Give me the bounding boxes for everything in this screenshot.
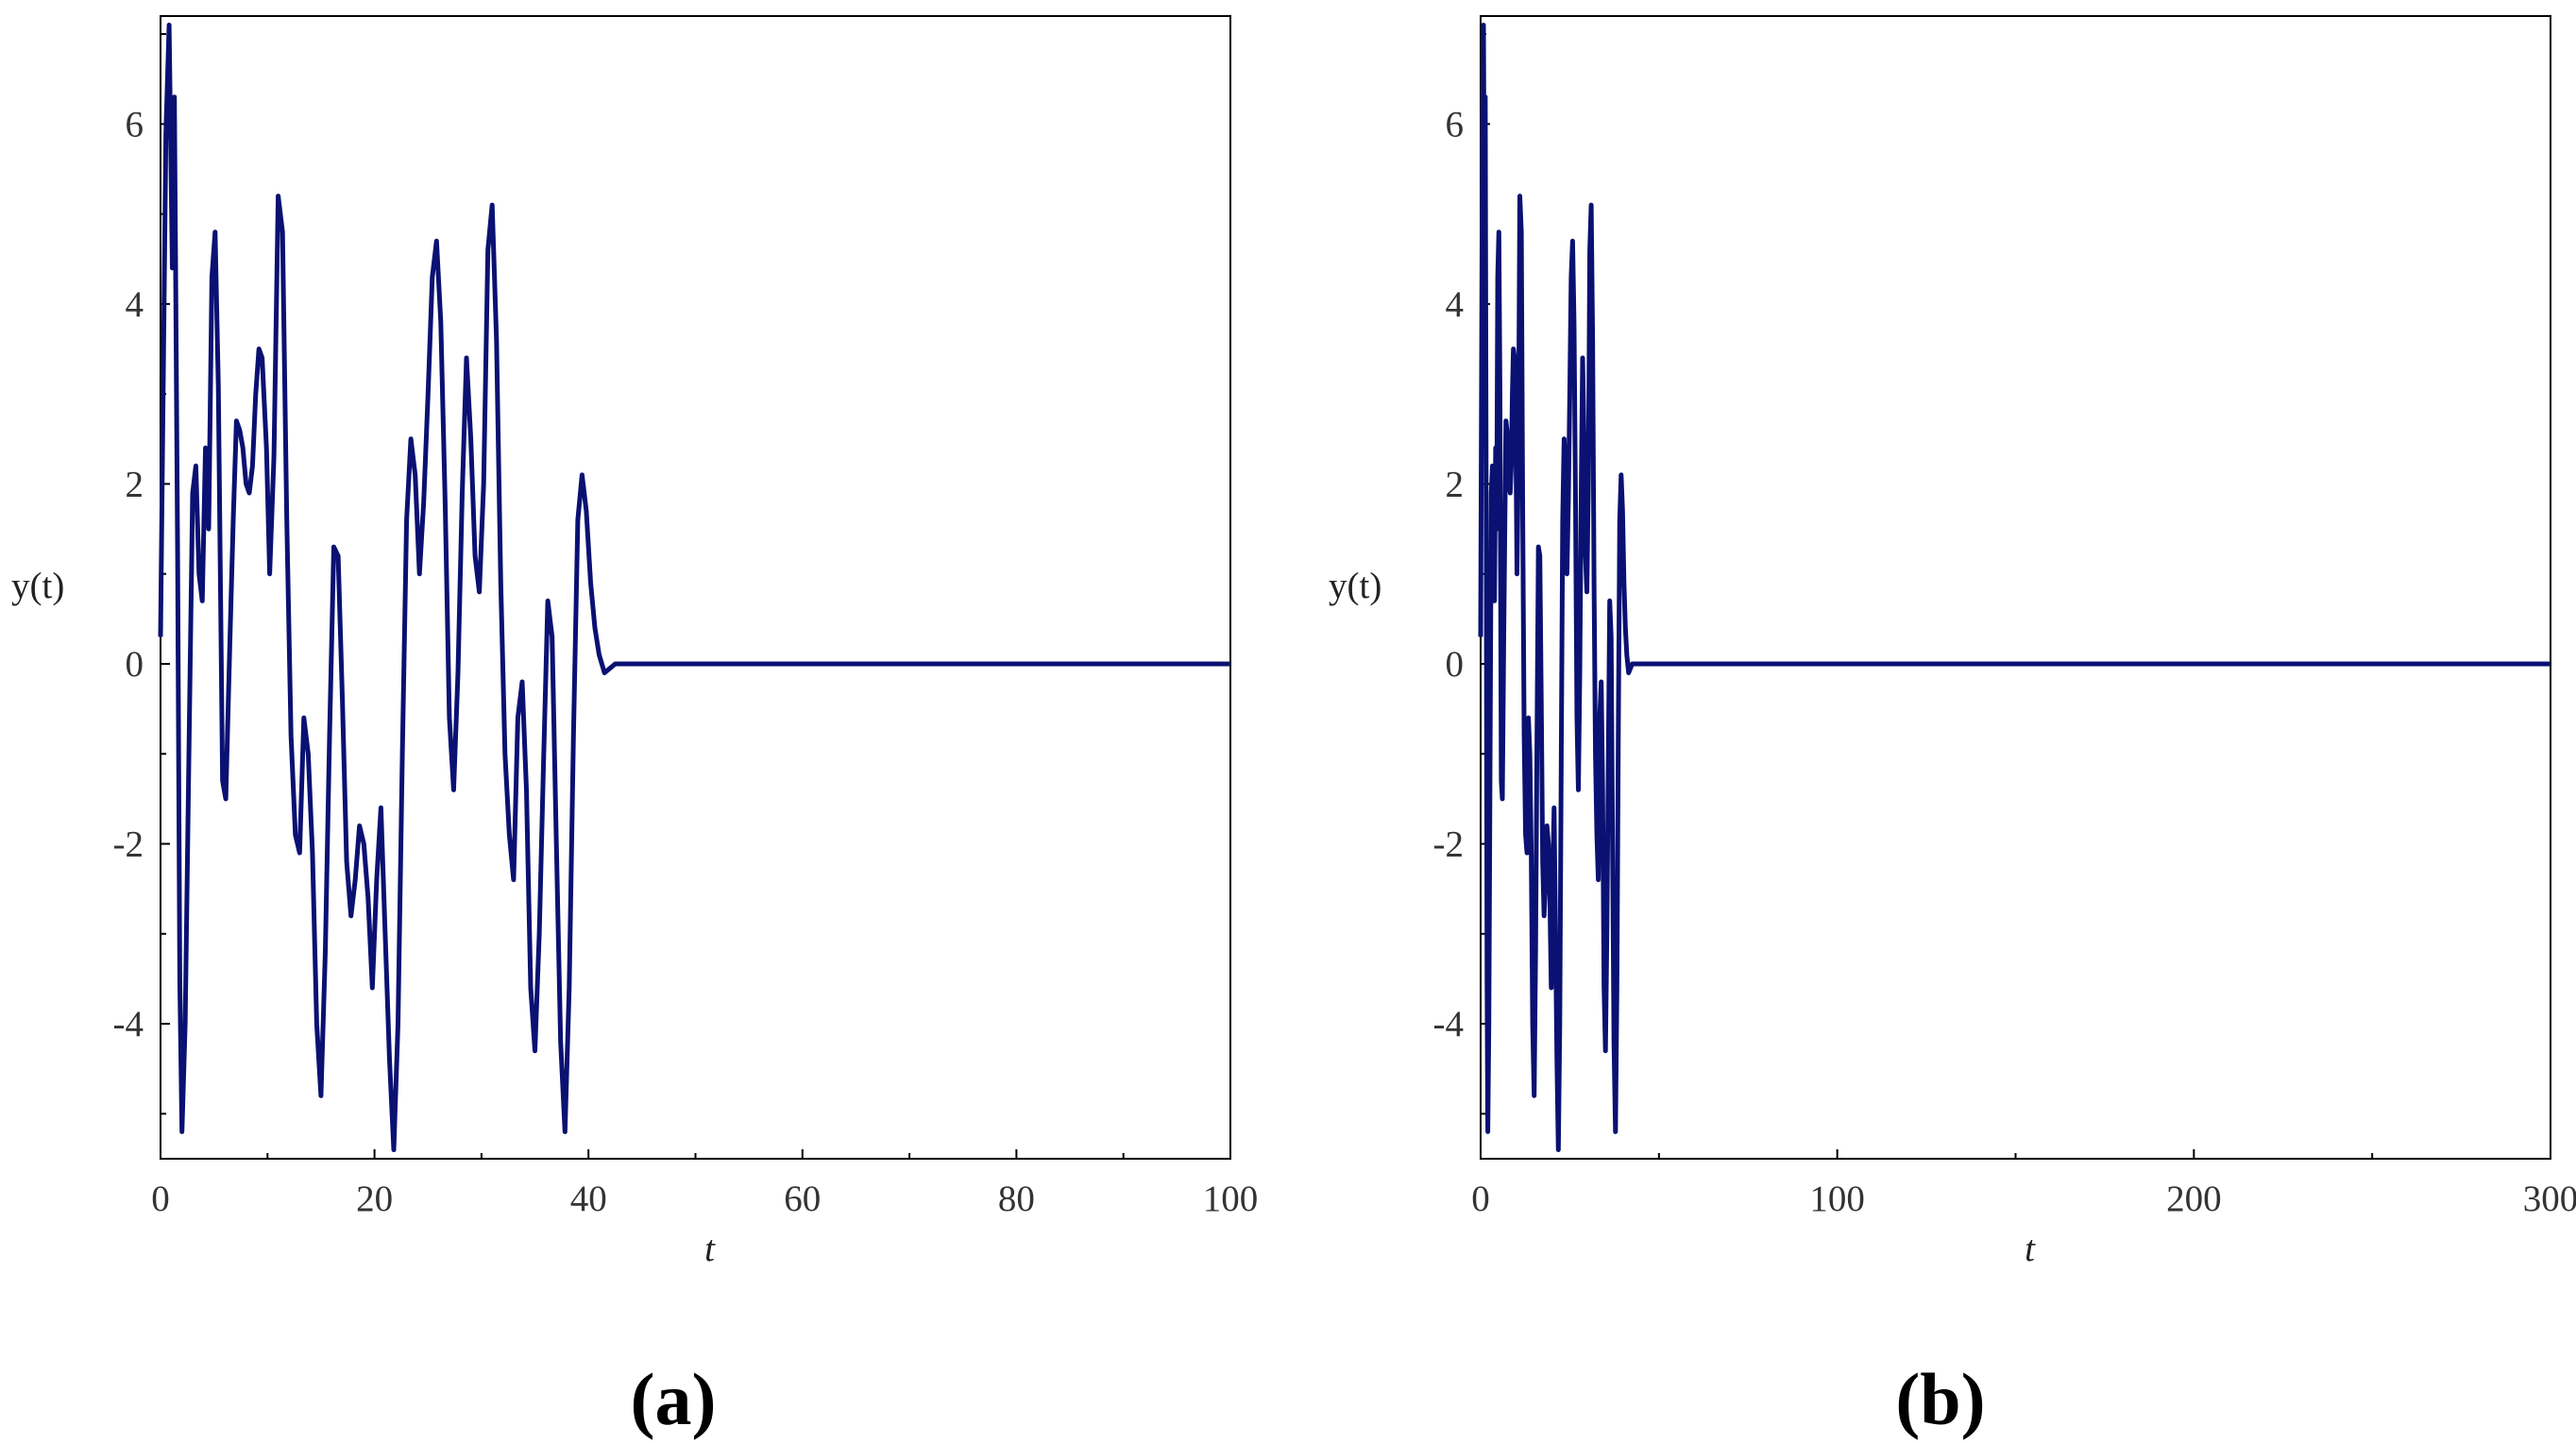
y-axis-label-b: y(t)	[1329, 566, 1381, 606]
y-tick-label: -2	[1433, 824, 1465, 865]
x-tick-label: 60	[784, 1179, 821, 1219]
plot-frame-b	[1480, 15, 2551, 1160]
x-tick-label: 0	[1471, 1179, 1490, 1219]
x-axis-ticks-a: 0 20 40 60 80 100	[151, 1149, 1258, 1219]
series-line-b	[1478, 23, 2551, 1152]
y-tick-label: 0	[1446, 644, 1465, 685]
x-tick-label: 200	[2166, 1179, 2222, 1219]
y-tick-label: 6	[126, 104, 144, 144]
y-axis-label-a: y(t)	[11, 566, 64, 606]
chart-panel-a: -4 -2 0 2 4 6 0 20 40 60 80 100 y(t) t (a)	[11, 15, 1258, 1440]
x-tick-label: 20	[356, 1179, 393, 1219]
y-tick-label: -4	[113, 1004, 144, 1044]
y-axis-ticks-b: -4 -2 0 2 4 6	[1433, 33, 1490, 1115]
x-tick-label: 80	[998, 1179, 1035, 1219]
x-axis-label-b: t	[2025, 1229, 2036, 1269]
x-tick-label: 100	[1203, 1179, 1259, 1219]
panel-caption-b: (b)	[1895, 1358, 1985, 1440]
y-tick-label: 4	[126, 284, 144, 325]
y-tick-label: -2	[113, 824, 144, 865]
y-tick-label: -4	[1433, 1004, 1465, 1044]
series-line-a	[158, 23, 1230, 1152]
x-tick-label: 100	[1809, 1179, 1865, 1219]
y-tick-label: 2	[1446, 464, 1465, 504]
y-tick-label: 2	[126, 464, 144, 504]
x-tick-label: 40	[570, 1179, 607, 1219]
x-tick-label: 0	[151, 1179, 170, 1219]
y-tick-label: 0	[126, 644, 144, 685]
x-axis-ticks-b: 0 100 200 300	[1471, 1149, 2576, 1219]
y-tick-label: 6	[1446, 104, 1465, 144]
x-tick-label: 300	[2523, 1179, 2576, 1219]
y-tick-label: 4	[1446, 284, 1465, 325]
x-axis-label-a: t	[704, 1229, 716, 1269]
plot-frame-a	[160, 15, 1231, 1160]
chart-panel-b: -4 -2 0 2 4 6 0 100 200 300 y(t) t (b)	[1329, 15, 2576, 1440]
panel-caption-a: (a)	[631, 1358, 717, 1440]
